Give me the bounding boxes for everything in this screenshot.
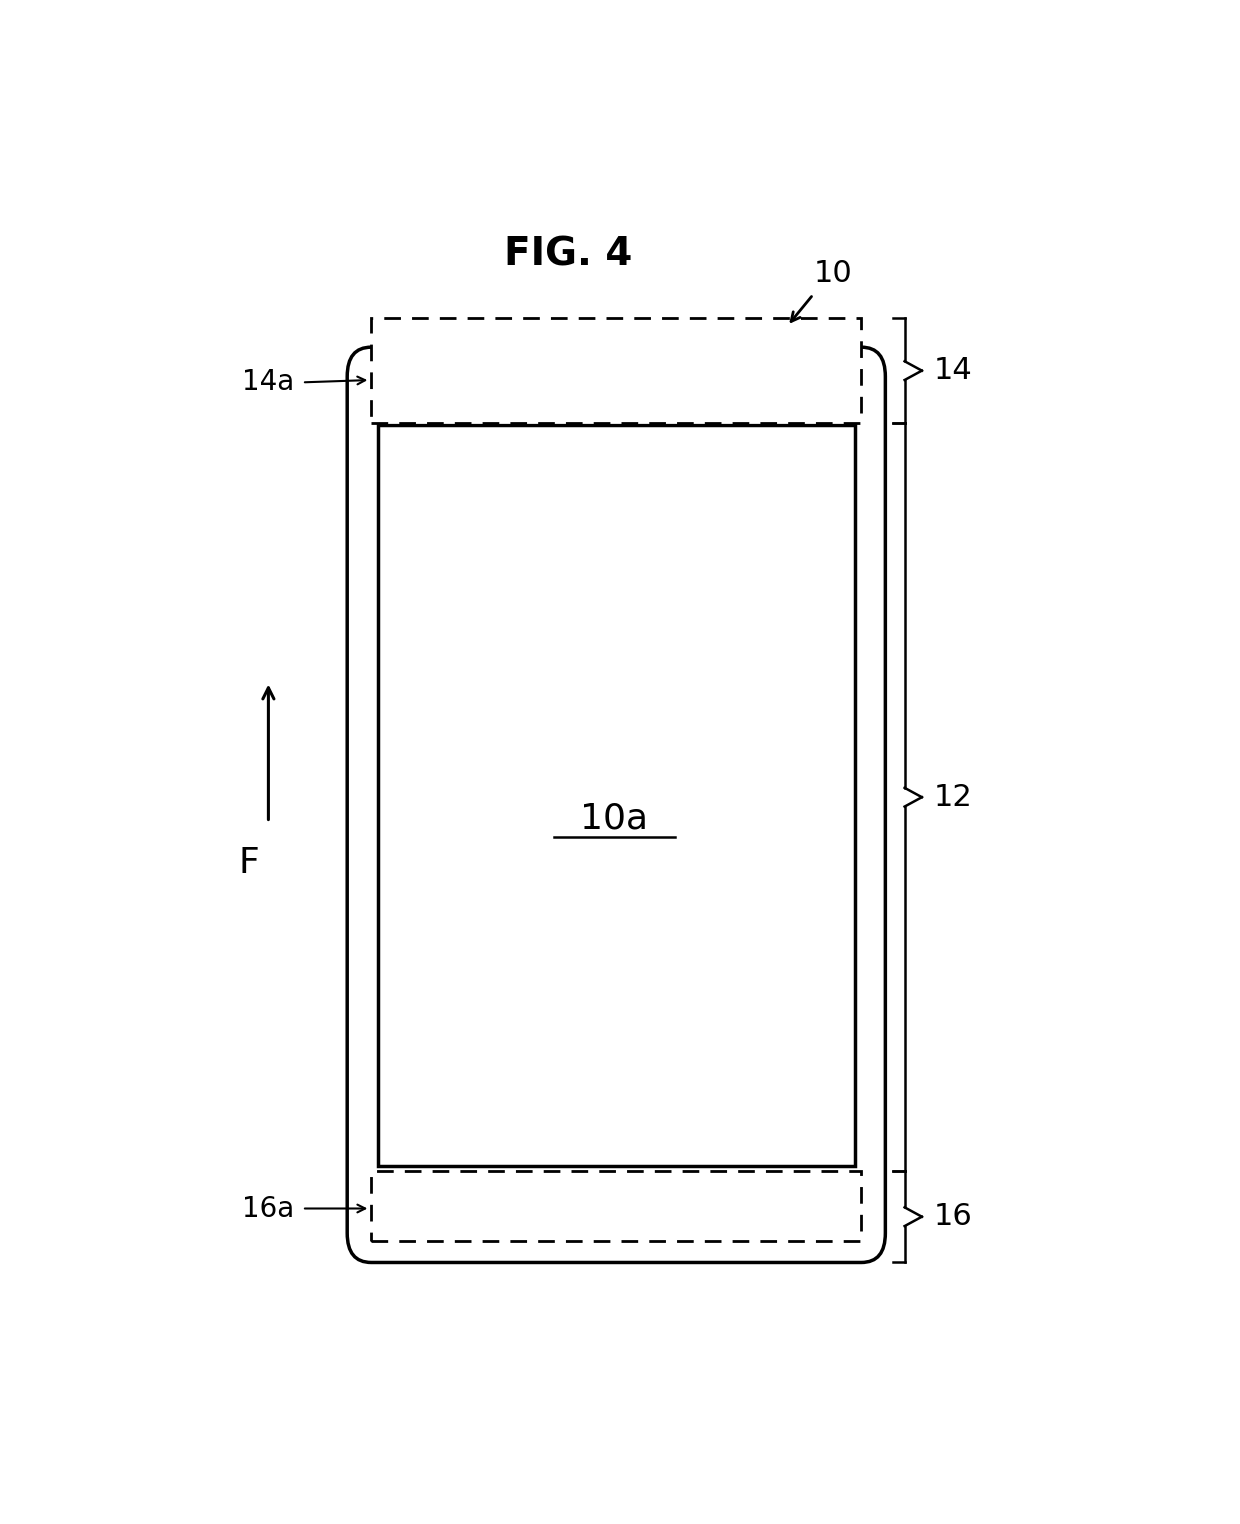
- Text: 14a: 14a: [242, 369, 294, 396]
- Text: 12: 12: [934, 783, 972, 812]
- Text: 10a: 10a: [580, 802, 649, 835]
- Text: F: F: [239, 846, 259, 879]
- FancyBboxPatch shape: [347, 347, 885, 1262]
- Text: FIG. 4: FIG. 4: [503, 236, 632, 274]
- Bar: [371, 319, 862, 424]
- Text: 16: 16: [934, 1202, 972, 1231]
- Text: 14: 14: [934, 357, 972, 386]
- Text: 10: 10: [813, 259, 852, 288]
- Text: 16a: 16a: [242, 1195, 294, 1222]
- Bar: [378, 425, 854, 1166]
- Bar: [371, 1170, 862, 1242]
